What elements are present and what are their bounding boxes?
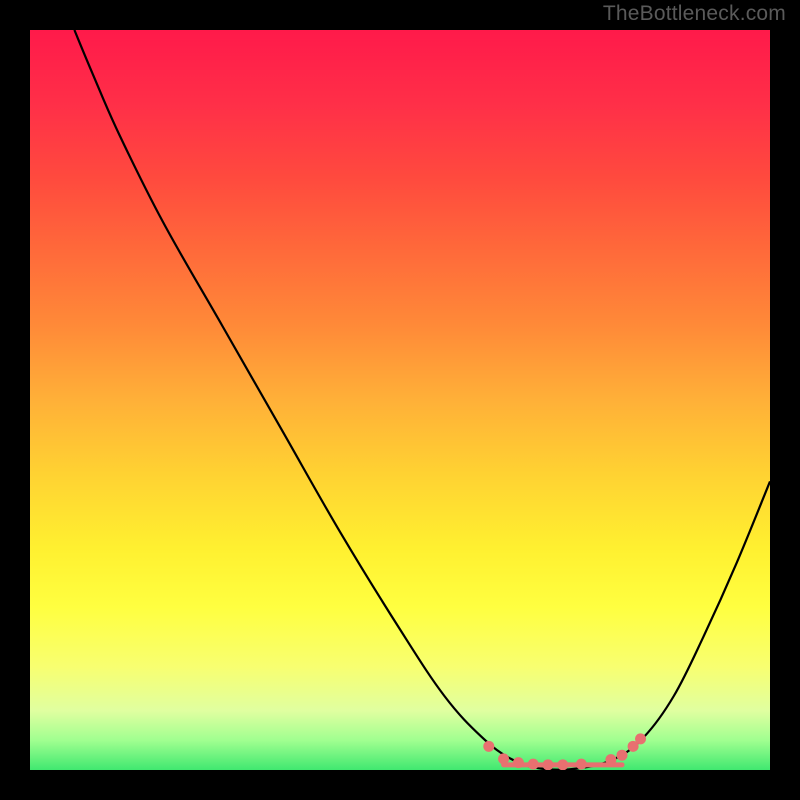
marker-dot (617, 750, 628, 761)
marker-dot (635, 733, 646, 744)
curve-layer (30, 30, 770, 770)
marker-dot (498, 753, 509, 764)
marker-dot (605, 754, 616, 765)
marker-dot (513, 757, 524, 768)
marker-dot (543, 759, 554, 770)
marker-dot (557, 759, 568, 770)
watermark-text: TheBottleneck.com (603, 2, 786, 26)
bottleneck-curve (74, 30, 770, 770)
marker-dot (483, 741, 494, 752)
marker-dot (576, 759, 587, 770)
plot-area (30, 30, 770, 770)
marker-dot (528, 759, 539, 770)
